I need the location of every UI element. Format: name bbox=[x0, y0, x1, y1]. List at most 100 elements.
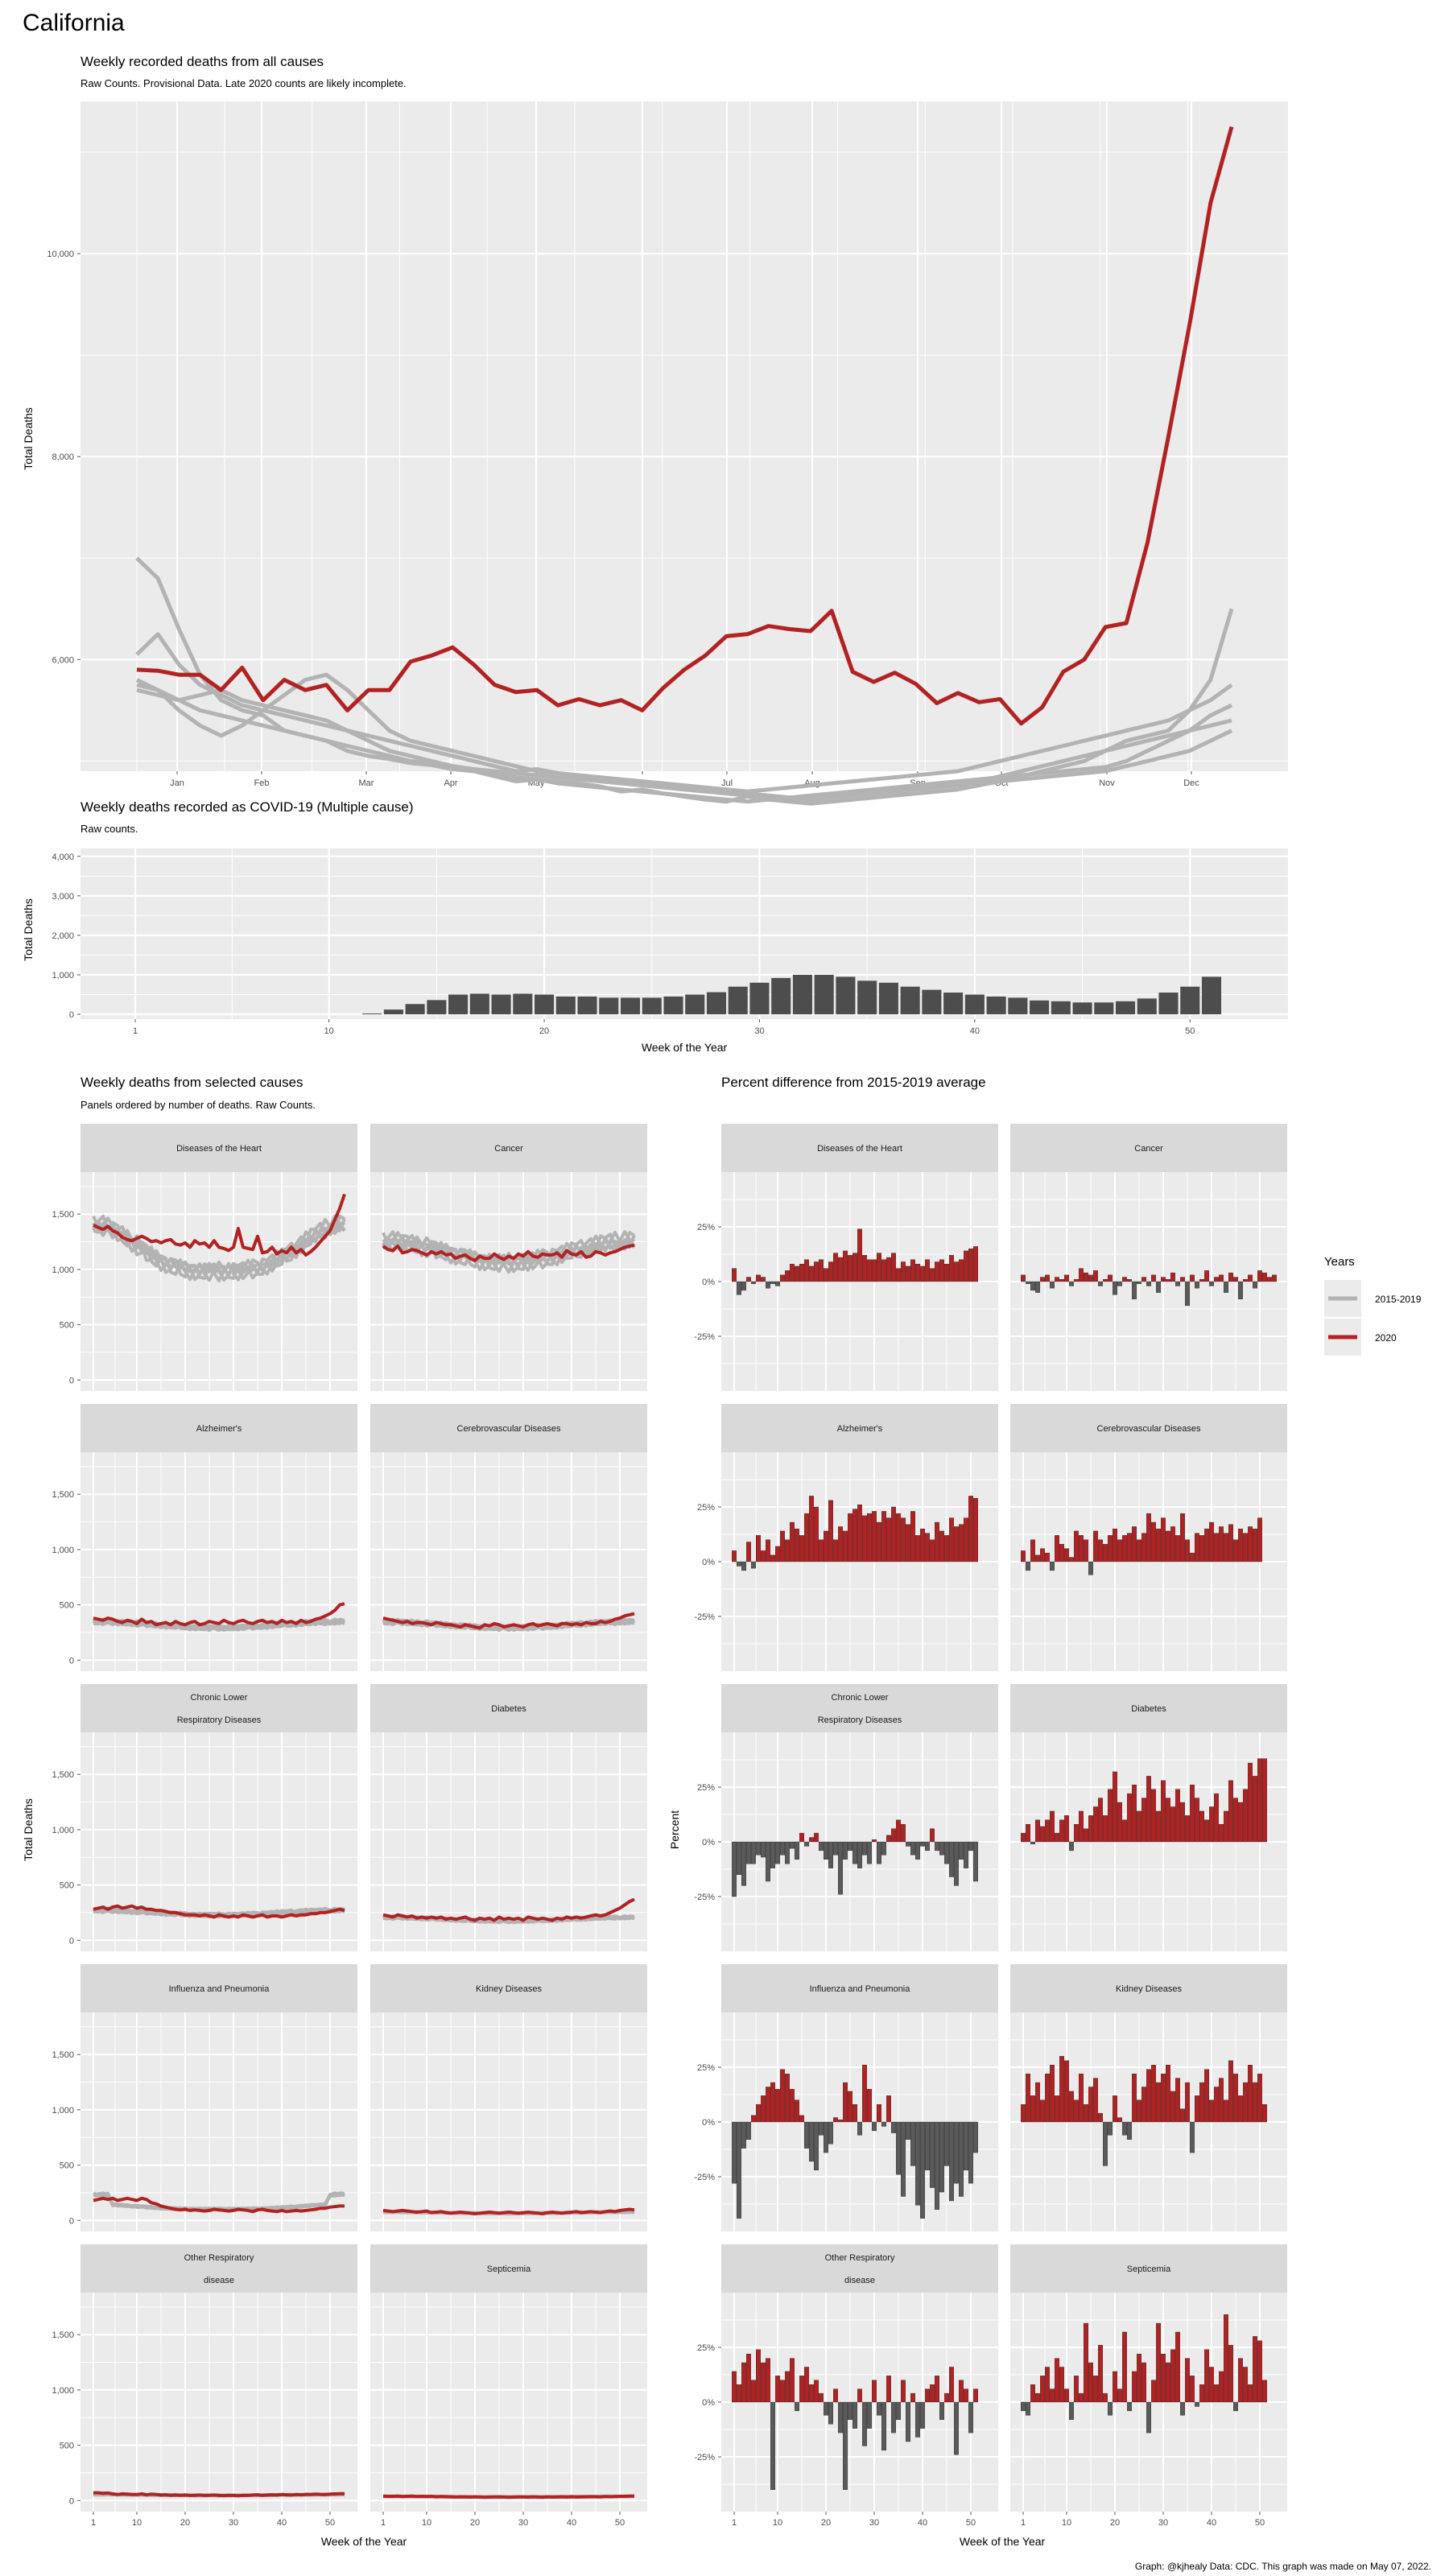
pct-facet-8-bar-week-15 bbox=[1088, 2087, 1093, 2123]
pct-facet-5-bar-week-51 bbox=[973, 1841, 978, 1882]
legend-title: Years bbox=[1324, 1255, 1355, 1269]
pct-facet-6-bar-week-37 bbox=[1195, 1798, 1199, 1843]
covid-ylabel: Total Deaths bbox=[22, 898, 35, 961]
cause-facet-9-strip-label: Other Respiratory bbox=[184, 2253, 254, 2263]
pct-title: Percent difference from 2015-2019 averag… bbox=[721, 1075, 986, 1090]
pct-facet-1-bar-week-9 bbox=[770, 1281, 775, 1284]
pct-facet-7-bar-week-51 bbox=[973, 2121, 978, 2153]
pct-facet-2-bar-week-48 bbox=[1248, 1274, 1253, 1282]
x-tick-label: 1 bbox=[133, 1026, 138, 1036]
pct-facet-7-y-tick-label: -25% bbox=[694, 2173, 715, 2182]
pct-facet-4-bar-week-28 bbox=[1151, 1521, 1156, 1563]
pct-facet-1-bar-week-40 bbox=[920, 1265, 925, 1282]
pct-facet-3-y-tick-label: -25% bbox=[694, 1612, 715, 1622]
pct-facet-9-bar-week-6 bbox=[756, 2349, 761, 2403]
pct-facet-2-bar-week-28 bbox=[1151, 1274, 1156, 1282]
pct-facet-1-strip-label: Diseases of the Heart bbox=[817, 1144, 902, 1154]
cause-facet-4-strip-label: Cerebrovascular Diseases bbox=[457, 1424, 561, 1434]
pct-facet-9-bar-week-33 bbox=[886, 2376, 891, 2403]
pct-facet-5-bar-week-4 bbox=[746, 1841, 751, 1864]
pct-facet-4-bar-week-1 bbox=[1021, 1550, 1026, 1563]
pct-facet-3-bar-week-40 bbox=[920, 1528, 925, 1563]
pct-facet-4-bar-week-32 bbox=[1170, 1526, 1175, 1563]
pct-facet-10-bar-week-36 bbox=[1190, 2376, 1195, 2403]
pct-facet-10-bar-week-49 bbox=[1253, 2336, 1257, 2403]
pct-facet-9-bar-week-12 bbox=[785, 2371, 790, 2403]
pct-facet-8-bar-week-14 bbox=[1084, 2104, 1088, 2123]
cause-facet-6-line-2020 bbox=[382, 1897, 635, 1922]
pct-facet-5-bar-week-42 bbox=[930, 1828, 935, 1843]
pct-facet-4-bar-week-26 bbox=[1141, 1533, 1146, 1563]
pct-facet-10-bar-week-19 bbox=[1108, 2401, 1113, 2416]
series-line-prior-4 bbox=[135, 672, 1233, 802]
pct-facet-3-bar-week-25 bbox=[848, 1513, 852, 1563]
pct-facet-5-bar-week-21 bbox=[828, 1841, 833, 1868]
pct-facet-9-bar-week-45 bbox=[944, 2392, 949, 2403]
pct-facet-6-bar-week-34 bbox=[1180, 1802, 1185, 1843]
pct-facet-1-bar-week-12 bbox=[785, 1270, 790, 1282]
cause-facet-8-panel-bg bbox=[370, 2013, 647, 2231]
pct-facet-10-bar-week-50 bbox=[1257, 2340, 1262, 2403]
pct-facet-2-bar-week-5 bbox=[1040, 1277, 1045, 1282]
pct-facet-10-bar-week-3 bbox=[1030, 2384, 1035, 2403]
pct-facet-10-bar-week-24 bbox=[1132, 2371, 1137, 2403]
pct-facet-1-bar-week-46 bbox=[949, 1255, 954, 1282]
pct-facet-3-bar-week-18 bbox=[814, 1506, 819, 1563]
pct-facet-6-bar-week-27 bbox=[1146, 1776, 1151, 1843]
pct-facet-8-bar-week-2 bbox=[1026, 2073, 1030, 2123]
causes-ylabel: Total Deaths bbox=[22, 1798, 35, 1861]
pct-facet-5-bar-week-33 bbox=[886, 1835, 891, 1843]
cause-facet-3-y-tick-label: 1,000 bbox=[52, 1546, 74, 1555]
pct-facet-5-bar-week-49 bbox=[964, 1841, 968, 1868]
pct-facet-10-x-tick-label: 40 bbox=[1207, 2518, 1216, 2528]
series-line-prior-2 bbox=[135, 632, 1233, 794]
x-tick-label: Apr bbox=[444, 778, 457, 788]
pct-facet-1-bar-week-22 bbox=[833, 1253, 838, 1282]
pct-facet-4-bar-week-12 bbox=[1074, 1530, 1079, 1563]
pct-facet-5-bar-week-41 bbox=[925, 1841, 930, 1852]
pct-facet-1-bar-week-44 bbox=[939, 1259, 944, 1282]
pct-facet-3-bar-week-28 bbox=[862, 1515, 867, 1563]
pct-facet-6-bar-week-6 bbox=[1045, 1819, 1050, 1843]
pct-facet-7-bar-week-8 bbox=[766, 2087, 770, 2123]
pct-facet-6-bar-week-48 bbox=[1248, 1762, 1253, 1843]
pct-facet-10-bar-week-47 bbox=[1243, 2367, 1248, 2403]
pct-facet-7-bar-week-1 bbox=[732, 2121, 737, 2184]
pct-facet-7-bar-week-9 bbox=[770, 2082, 775, 2123]
pct-facet-6-bar-week-25 bbox=[1137, 1810, 1141, 1843]
pct-facet-1-bar-week-20 bbox=[824, 1268, 828, 1282]
pct-facet-7-bar-week-25 bbox=[848, 2091, 852, 2123]
pct-facet-6-bar-week-28 bbox=[1151, 1789, 1156, 1843]
cause-facet-4-panel-bg bbox=[370, 1452, 647, 1671]
cause-facet-9-y-tick-label: 1,000 bbox=[52, 2386, 74, 2396]
pct-facet-1-bar-week-7 bbox=[761, 1277, 766, 1282]
pct-facet-9-bar-week-13 bbox=[790, 2358, 795, 2403]
pct-facet-8-bar-week-3 bbox=[1030, 2095, 1035, 2123]
pct-facet-2-bar-week-26 bbox=[1141, 1277, 1146, 1282]
pct-facet-9-bar-week-29 bbox=[867, 2401, 872, 2429]
pct-facet-9-x-tick-label: 40 bbox=[918, 2518, 927, 2528]
pct-facet-6-bar-week-41 bbox=[1214, 1793, 1219, 1843]
pct-facet-3-bar-week-15 bbox=[799, 1535, 804, 1563]
pct-facet-3-bar-week-6 bbox=[756, 1535, 761, 1563]
pct-facet-6-bar-week-51 bbox=[1262, 1758, 1267, 1843]
pct-facet-8-bar-week-25 bbox=[1137, 2099, 1141, 2123]
pct-facet-5-strip-label: Chronic Lower bbox=[832, 1693, 889, 1703]
covid-bar-week-29 bbox=[728, 986, 748, 1014]
pct-facet-3-bar-week-48 bbox=[959, 1524, 964, 1563]
pct-facet-4-bar-week-8 bbox=[1055, 1535, 1059, 1563]
pct-facet-1-bar-week-25 bbox=[848, 1255, 852, 1282]
pct-facet-8-bar-week-40 bbox=[1209, 2099, 1214, 2123]
pct-facet-4-bar-week-6 bbox=[1045, 1552, 1050, 1563]
pct-facet-10-bar-week-25 bbox=[1137, 2353, 1141, 2403]
covid-bar-week-14 bbox=[405, 1004, 425, 1014]
pct-facet-9-bar-week-18 bbox=[814, 2380, 819, 2403]
pct-facet-9-bar-week-8 bbox=[766, 2358, 770, 2403]
pct-facet-6-bar-week-17 bbox=[1098, 1798, 1103, 1843]
pct-facet-5-bar-week-8 bbox=[766, 1841, 770, 1882]
pct-facet-9-bar-week-25 bbox=[848, 2401, 852, 2420]
pct-facet-8-bar-week-1 bbox=[1021, 2104, 1026, 2123]
pct-facet-7-bar-week-12 bbox=[785, 2073, 790, 2123]
cause-facet-1-strip-label: Diseases of the Heart bbox=[176, 1144, 262, 1154]
pct-facet-9-strip-label: disease bbox=[844, 2276, 875, 2285]
